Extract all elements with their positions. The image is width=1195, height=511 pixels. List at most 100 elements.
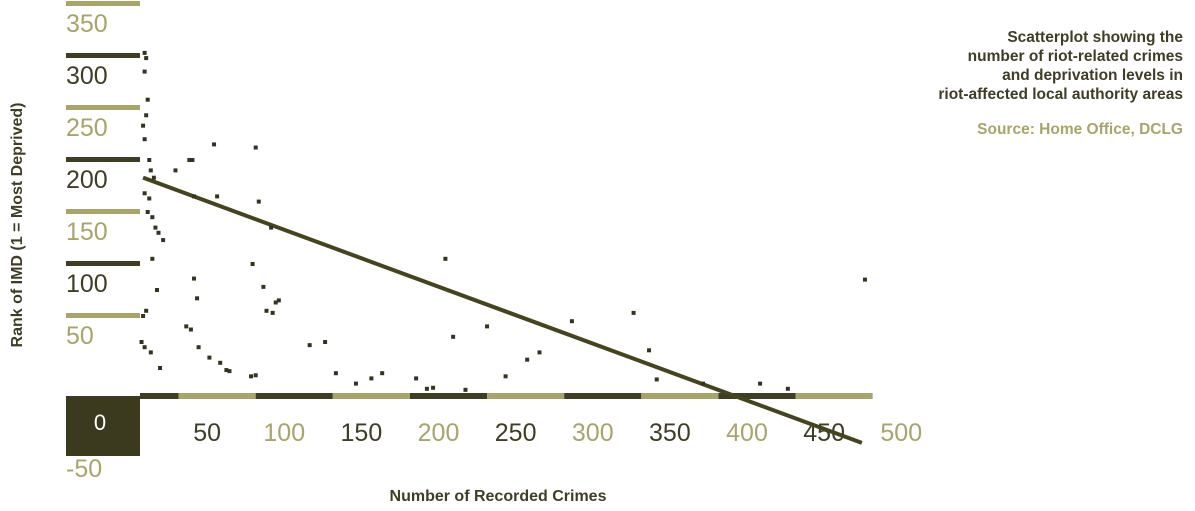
data-point (141, 123, 146, 128)
data-point (191, 276, 196, 281)
data-point (463, 387, 468, 392)
chart-description: Scatterplot showing the number of riot-r… (938, 29, 1183, 103)
data-point (249, 374, 254, 379)
data-point (485, 324, 490, 329)
y-tick-label: 0 (94, 410, 106, 435)
x-axis-segment (564, 393, 642, 399)
data-point (142, 50, 147, 55)
trend-line-group (142, 175, 863, 445)
x-axis-segment (718, 393, 796, 399)
data-point (147, 158, 152, 162)
data-point (145, 97, 150, 102)
data-point (195, 296, 200, 301)
y-tick-label: 200 (66, 166, 108, 194)
data-point (323, 340, 328, 344)
y-tick-bar (66, 1, 140, 6)
data-point (153, 225, 158, 230)
data-point (141, 314, 146, 318)
data-point (785, 386, 790, 391)
data-point (451, 334, 456, 339)
data-point (276, 298, 281, 303)
data-point (333, 371, 338, 376)
data-point (187, 158, 192, 162)
data-point (150, 215, 155, 220)
y-axis-label: Rank of IMD (1 = Most Deprived) (9, 103, 26, 348)
trend-line (142, 175, 863, 445)
y-tick-label: 50 (66, 322, 94, 350)
data-point (443, 256, 448, 261)
data-point (142, 345, 147, 350)
data-point (139, 340, 144, 344)
data-point (142, 137, 147, 142)
x-tick-label: 500 (880, 419, 922, 447)
data-point (147, 196, 152, 201)
y-tick-bar (66, 313, 140, 318)
x-axis-segment (332, 393, 410, 399)
x-tick-label: 250 (495, 419, 537, 447)
data-point (148, 168, 153, 173)
data-point (212, 142, 217, 147)
y-zero-block (66, 396, 140, 456)
y-axis: -50 0 50 100 150 200 250 300 350 (66, 1, 140, 483)
data-point (569, 319, 574, 324)
data-points (139, 50, 867, 392)
data-point (218, 360, 223, 365)
data-point (647, 348, 652, 353)
data-point (264, 308, 269, 313)
data-point (253, 145, 258, 150)
y-tick-label: 150 (66, 218, 108, 246)
data-point (191, 194, 196, 199)
data-point (256, 199, 261, 204)
data-point (161, 238, 166, 243)
x-axis-segment (255, 393, 333, 399)
data-point (431, 385, 436, 390)
y-tick-label: -50 (66, 455, 102, 483)
data-point (158, 366, 163, 370)
source-note: Source: Home Office, DCLG (977, 121, 1183, 138)
data-point (525, 357, 530, 362)
data-point (156, 230, 161, 235)
data-point (148, 350, 153, 355)
data-point (261, 284, 266, 289)
data-point (196, 345, 201, 350)
data-point (307, 343, 312, 348)
data-point (224, 368, 229, 373)
x-axis-segment (487, 393, 565, 399)
y-tick-bar (66, 53, 140, 58)
data-point (173, 168, 178, 173)
data-point (701, 381, 706, 386)
data-point (537, 350, 542, 355)
x-axis-segment (409, 393, 488, 399)
y-tick-label: 300 (66, 62, 108, 90)
x-tick-label: 150 (341, 419, 383, 447)
y-tick-bar (66, 105, 140, 110)
x-axis-segment (795, 393, 873, 399)
data-point (380, 371, 385, 376)
data-point (273, 300, 278, 305)
data-point (269, 225, 274, 230)
data-point (207, 355, 212, 360)
data-point (424, 386, 429, 391)
y-tick-label: 100 (66, 270, 108, 298)
data-point (144, 113, 149, 118)
data-point (414, 376, 419, 381)
data-point (631, 310, 636, 315)
data-point (503, 374, 508, 379)
data-point (184, 324, 189, 329)
x-tick-label: 100 (263, 419, 305, 447)
x-tick-label: 50 (193, 419, 221, 447)
y-tick-bar (66, 209, 140, 214)
x-axis-segment (178, 393, 256, 399)
data-point (142, 69, 147, 74)
data-point (862, 277, 867, 282)
data-point (353, 381, 358, 386)
data-point (145, 210, 150, 214)
data-point (151, 175, 156, 180)
x-axis-segment (641, 393, 719, 399)
y-tick-bar (66, 261, 140, 266)
data-point (150, 256, 155, 261)
x-tick-label: 300 (572, 419, 614, 447)
data-point (215, 194, 220, 199)
x-tick-label: 400 (726, 419, 768, 447)
data-point (144, 56, 149, 61)
